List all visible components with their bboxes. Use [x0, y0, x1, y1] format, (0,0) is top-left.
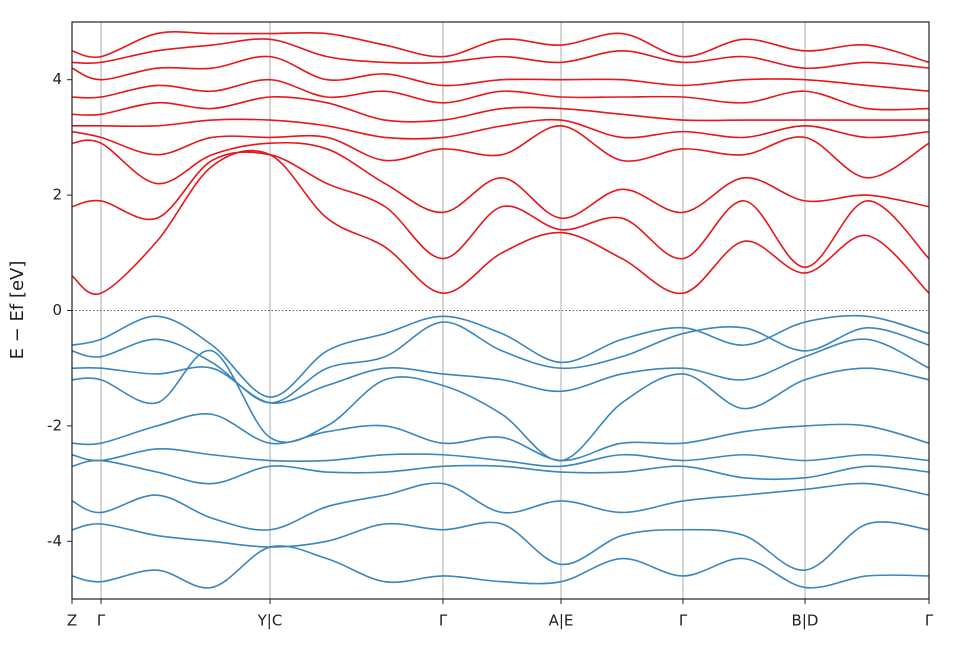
band-line	[72, 314, 929, 398]
band-line	[72, 459, 929, 485]
y-tick-label: -4	[47, 532, 62, 550]
band-line	[72, 38, 929, 69]
band-line	[72, 413, 929, 462]
grid-layer	[71, 22, 930, 599]
band-line	[72, 151, 929, 269]
x-tick-label: Y|C	[257, 612, 283, 630]
band-line	[72, 545, 929, 589]
y-tick-label: 0	[52, 301, 62, 319]
band-line	[72, 125, 929, 179]
band-line	[72, 96, 929, 123]
band-layer	[72, 31, 929, 589]
band-line	[72, 338, 929, 404]
band-line	[72, 78, 929, 111]
band-line	[72, 118, 929, 140]
band-line	[72, 139, 929, 219]
band-line	[72, 448, 929, 468]
y-tick-label: -2	[47, 416, 62, 434]
band-line	[72, 350, 929, 462]
band-line	[72, 482, 929, 531]
x-tick-label: B|D	[792, 612, 819, 630]
y-axis-label: E − Ef [eV]	[7, 261, 28, 360]
x-tick-label: Γ	[925, 612, 934, 630]
x-tick-label: A|E	[549, 612, 574, 630]
x-tick-label: Γ	[679, 612, 688, 630]
band-line	[72, 321, 929, 404]
band-line	[72, 149, 929, 296]
band-line	[72, 31, 929, 64]
y-tick-label: 2	[52, 186, 62, 204]
band-line	[72, 55, 929, 93]
x-tick-label: Z	[67, 612, 77, 630]
x-tick-label: Γ	[439, 612, 448, 630]
plot-frame	[71, 21, 930, 600]
axis-layer: Z Γ Y|C Γ A|E Γ B|D Γ -4 -2 0 2 4	[47, 21, 934, 630]
x-tick-label: Γ	[97, 612, 106, 630]
y-tick-label: 4	[52, 70, 62, 88]
band-line	[72, 521, 929, 571]
